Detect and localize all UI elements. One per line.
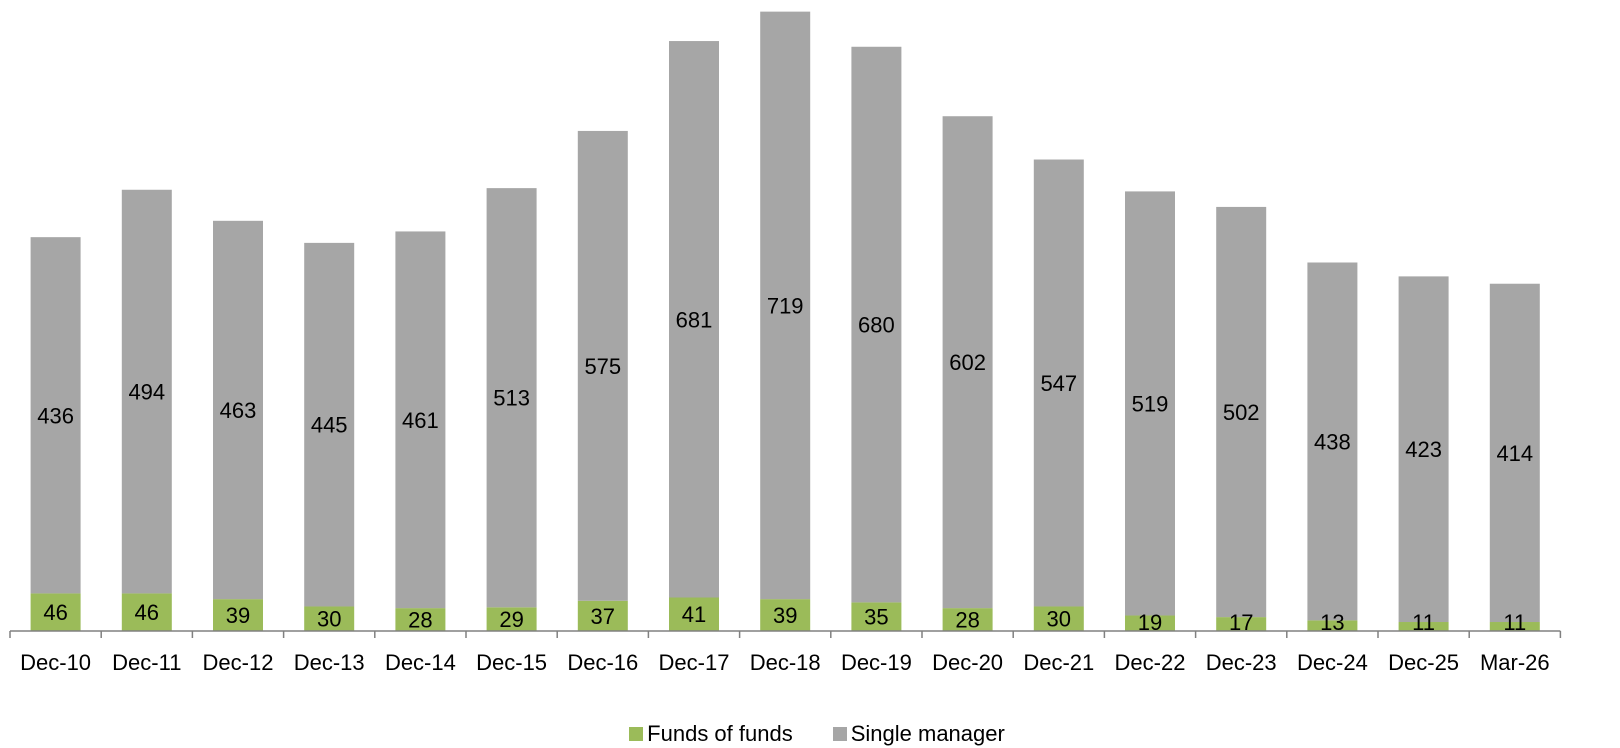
x-tick-label-dec-11: Dec-11 [112,650,181,675]
x-tick-label-dec-16: Dec-16 [567,650,638,675]
bar-single-manager-dec-23 [1216,206,1267,618]
data-label-funds-of-funds-dec-23: 17 [1229,610,1253,635]
data-label-funds-of-funds-dec-21: 30 [1047,607,1071,632]
bar-funds-of-funds-dec-17 [669,597,719,631]
bar-funds-of-funds-dec-24 [1307,620,1358,631]
data-label-funds-of-funds-dec-17: 41 [682,602,706,627]
data-label-funds-of-funds-dec-24: 13 [1320,610,1344,635]
bar-single-manager-dec-15 [486,188,537,608]
bar-funds-of-funds-dec-15 [486,607,537,631]
bar-single-manager-dec-25 [1398,276,1449,623]
bars-layer [30,11,1540,631]
data-label-funds-of-funds-dec-18: 39 [773,603,797,628]
x-tick-label-mar-26: Mar-26 [1480,650,1550,675]
bar-single-manager-dec-14 [395,231,446,609]
data-label-funds-of-funds-dec-10: 46 [43,600,67,625]
data-label-single-manager-dec-24: 438 [1314,429,1351,454]
data-label-single-manager-dec-15: 513 [493,386,530,411]
data-label-single-manager-dec-19: 680 [858,313,895,338]
bar-funds-of-funds-mar-26 [1489,622,1540,631]
x-tick-label-dec-20: Dec-20 [932,650,1003,675]
bar-funds-of-funds-dec-10 [30,593,81,631]
data-label-single-manager-dec-16: 575 [584,354,621,379]
data-label-single-manager-dec-23: 502 [1223,400,1260,425]
legend-swatch-single-manager [832,727,847,741]
x-tick-label-dec-15: Dec-15 [476,650,547,675]
legend-swatch-funds-of-funds [629,727,644,741]
bar-single-manager-dec-13 [304,242,355,607]
x-tick-label-dec-19: Dec-19 [841,650,912,675]
x-tick-label-dec-21: Dec-21 [1023,650,1094,675]
x-tick-label-dec-22: Dec-22 [1115,650,1186,675]
data-label-funds-of-funds-dec-19: 35 [864,605,888,630]
bar-single-manager-dec-10 [30,237,81,594]
data-label-single-manager-dec-12: 463 [220,398,257,423]
data-label-single-manager-dec-14: 461 [402,408,439,433]
data-label-single-manager-dec-18: 719 [767,293,804,318]
x-tick-label-dec-18: Dec-18 [750,650,821,675]
bar-funds-of-funds-dec-13 [304,606,355,631]
data-label-funds-of-funds-dec-20: 28 [955,608,979,633]
data-label-funds-of-funds-mar-26: 11 [1503,610,1526,635]
bar-single-manager-mar-26 [1489,283,1540,623]
x-tick-label-dec-12: Dec-12 [203,650,274,675]
legend-item-funds-of-funds: Funds of funds [629,721,793,747]
bar-single-manager-dec-18 [760,11,811,600]
data-label-single-manager-dec-25: 423 [1405,437,1442,462]
bar-funds-of-funds-dec-20 [942,608,993,631]
x-tick-label-dec-17: Dec-17 [659,650,730,675]
bar-single-manager-dec-24 [1307,262,1358,621]
bar-single-manager-dec-17 [669,41,719,598]
data-label-single-manager-dec-22: 519 [1132,391,1169,416]
x-tick-label-dec-14: Dec-14 [385,650,456,675]
bar-funds-of-funds-dec-19 [851,602,902,631]
data-label-funds-of-funds-dec-14: 28 [408,608,432,633]
bar-single-manager-dec-11 [121,189,172,594]
data-label-single-manager-dec-21: 547 [1040,371,1077,396]
data-label-funds-of-funds-dec-22: 19 [1138,610,1162,635]
data-label-funds-of-funds-dec-25: 11 [1412,610,1435,635]
legend-label-single-manager: Single manager [850,721,1005,746]
x-tick-label-dec-24: Dec-24 [1297,650,1368,675]
bar-single-manager-dec-21 [1033,159,1084,607]
data-label-single-manager-dec-17: 681 [676,307,713,332]
bar-single-manager-dec-16 [577,130,628,601]
data-label-funds-of-funds-dec-15: 29 [499,607,523,632]
bar-single-manager-dec-20 [942,116,993,609]
x-tick-label-dec-25: Dec-25 [1388,650,1459,675]
x-tick-label-dec-23: Dec-23 [1206,650,1277,675]
data-label-single-manager-dec-13: 445 [311,413,348,438]
bar-funds-of-funds-dec-22 [1125,615,1175,631]
bar-funds-of-funds-dec-18 [760,599,811,631]
data-label-single-manager-dec-11: 494 [128,380,165,405]
bar-funds-of-funds-dec-16 [577,600,628,631]
bar-funds-of-funds-dec-23 [1216,617,1267,631]
x-tick-label-dec-13: Dec-13 [294,650,365,675]
data-label-funds-of-funds-dec-12: 39 [226,603,250,628]
bar-funds-of-funds-dec-25 [1398,622,1449,631]
data-label-single-manager-dec-20: 602 [949,350,986,375]
stacked-bar-chart: Dec-10 Dec-11 Dec-12 Dec-13 Dec-14 Dec-15 Dec-… [9,11,1562,675]
bar-funds-of-funds-dec-21 [1033,606,1084,631]
legend: Funds of funds Single manager [0,720,1620,748]
bar-funds-of-funds-dec-12 [213,599,263,631]
x-tick-label-dec-10: Dec-10 [20,650,91,675]
bar-single-manager-dec-19 [851,46,902,603]
data-label-funds-of-funds-dec-13: 30 [317,607,341,632]
x-axis: Dec-10 Dec-11 Dec-12 Dec-13 Dec-14 Dec-15 Dec-… [9,630,1562,675]
bar-single-manager-dec-22 [1125,191,1175,616]
bar-funds-of-funds-dec-14 [395,608,446,631]
legend-item-single-manager: Single manager [832,721,1005,747]
data-labels-layer: 46 436 46 494 39 463 30 445 28 461 29 513 37 575 41 681… [37,293,1533,635]
legend-label-funds-of-funds: Funds of funds [647,721,793,746]
bar-single-manager-dec-12 [213,220,263,600]
data-label-single-manager-dec-10: 436 [37,403,74,428]
data-label-funds-of-funds-dec-11: 46 [135,600,159,625]
data-label-funds-of-funds-dec-16: 37 [591,604,615,629]
bar-funds-of-funds-dec-11 [121,593,172,631]
data-label-single-manager-mar-26: 414 [1496,441,1533,466]
